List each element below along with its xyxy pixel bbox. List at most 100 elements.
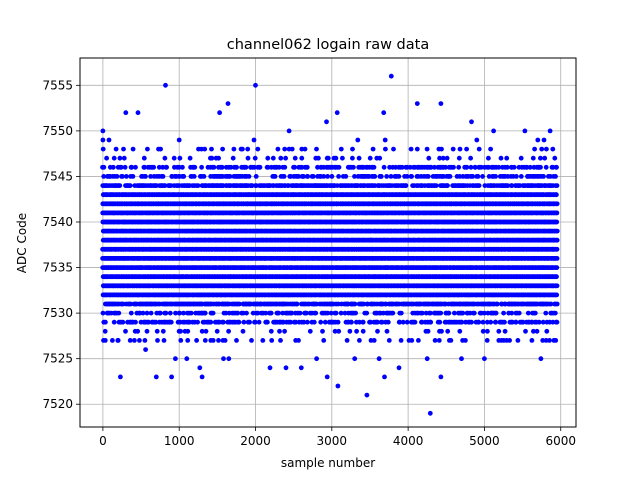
data-point — [123, 165, 128, 170]
data-point — [437, 320, 442, 325]
data-point — [211, 311, 216, 316]
data-point — [372, 174, 377, 179]
data-point — [447, 311, 452, 316]
data-point — [192, 174, 197, 179]
data-point — [212, 165, 217, 170]
data-point — [121, 320, 126, 325]
data-point — [282, 174, 287, 179]
data-point — [318, 320, 323, 325]
data-point — [199, 165, 204, 170]
data-point — [151, 165, 156, 170]
data-point — [298, 311, 303, 316]
data-point — [244, 311, 249, 316]
data-point — [117, 183, 122, 188]
data-point — [247, 320, 252, 325]
data-point — [129, 311, 134, 316]
data-point — [305, 174, 310, 179]
data-point — [111, 165, 116, 170]
data-point — [273, 174, 278, 179]
data-point — [181, 174, 186, 179]
data-point — [325, 174, 330, 179]
data-point — [413, 320, 418, 325]
data-point — [131, 174, 136, 179]
data-point — [192, 165, 197, 170]
data-point — [305, 165, 310, 170]
data-point — [282, 165, 287, 170]
data-point — [164, 311, 169, 316]
data-point — [292, 165, 297, 170]
data-point — [149, 311, 154, 316]
data-point — [409, 174, 414, 179]
data-point — [242, 320, 247, 325]
data-point — [244, 165, 249, 170]
data-point — [180, 165, 185, 170]
data-point — [426, 174, 431, 179]
data-point — [208, 320, 213, 325]
data-point — [169, 320, 174, 325]
data-point — [311, 174, 316, 179]
data-point — [195, 320, 200, 325]
data-point — [361, 320, 366, 325]
data-point — [353, 302, 358, 307]
data-point — [364, 311, 369, 316]
data-point — [343, 174, 348, 179]
data-point — [265, 320, 270, 325]
data-point — [372, 165, 377, 170]
data-point — [448, 174, 453, 179]
data-point — [102, 165, 107, 170]
data-point — [312, 320, 317, 325]
data-point — [428, 320, 433, 325]
data-point — [254, 174, 259, 179]
data-point — [337, 165, 342, 170]
data-point — [351, 165, 356, 170]
data-point — [101, 311, 106, 316]
data-point — [405, 320, 410, 325]
data-point — [202, 174, 207, 179]
data-point — [330, 174, 335, 179]
data-point — [116, 311, 121, 316]
data-point — [237, 320, 242, 325]
data-point — [133, 165, 138, 170]
data-point — [404, 183, 409, 188]
data-point — [434, 183, 439, 188]
data-point — [164, 165, 169, 170]
data-point — [103, 320, 108, 325]
data-point — [353, 311, 358, 316]
data-point — [133, 320, 138, 325]
data-point — [276, 311, 281, 316]
data-point — [257, 320, 262, 325]
data-point — [168, 311, 173, 316]
data-point — [220, 165, 225, 170]
data-point — [386, 320, 391, 325]
data-point — [234, 165, 239, 170]
data-point — [336, 320, 341, 325]
data-point — [379, 174, 384, 179]
data-point — [258, 165, 263, 170]
data-point — [189, 311, 194, 316]
data-point — [438, 311, 443, 316]
data-point — [158, 311, 163, 316]
data-point — [221, 320, 226, 325]
data-point — [269, 311, 274, 316]
data-point — [112, 320, 117, 325]
data-point — [382, 165, 387, 170]
data-point — [128, 183, 133, 188]
data-point — [115, 174, 120, 179]
data-point — [203, 311, 208, 316]
data-point — [390, 311, 395, 316]
data-point — [397, 174, 402, 179]
data-point — [445, 183, 450, 188]
data-point — [334, 311, 339, 316]
data-point — [313, 311, 318, 316]
data-point — [399, 311, 404, 316]
data-point — [336, 174, 341, 179]
data-point — [124, 174, 129, 179]
data-point — [305, 320, 310, 325]
data-point — [384, 174, 389, 179]
data-point — [143, 174, 148, 179]
data-point — [349, 320, 354, 325]
data-point — [161, 174, 166, 179]
data-point — [295, 302, 300, 307]
